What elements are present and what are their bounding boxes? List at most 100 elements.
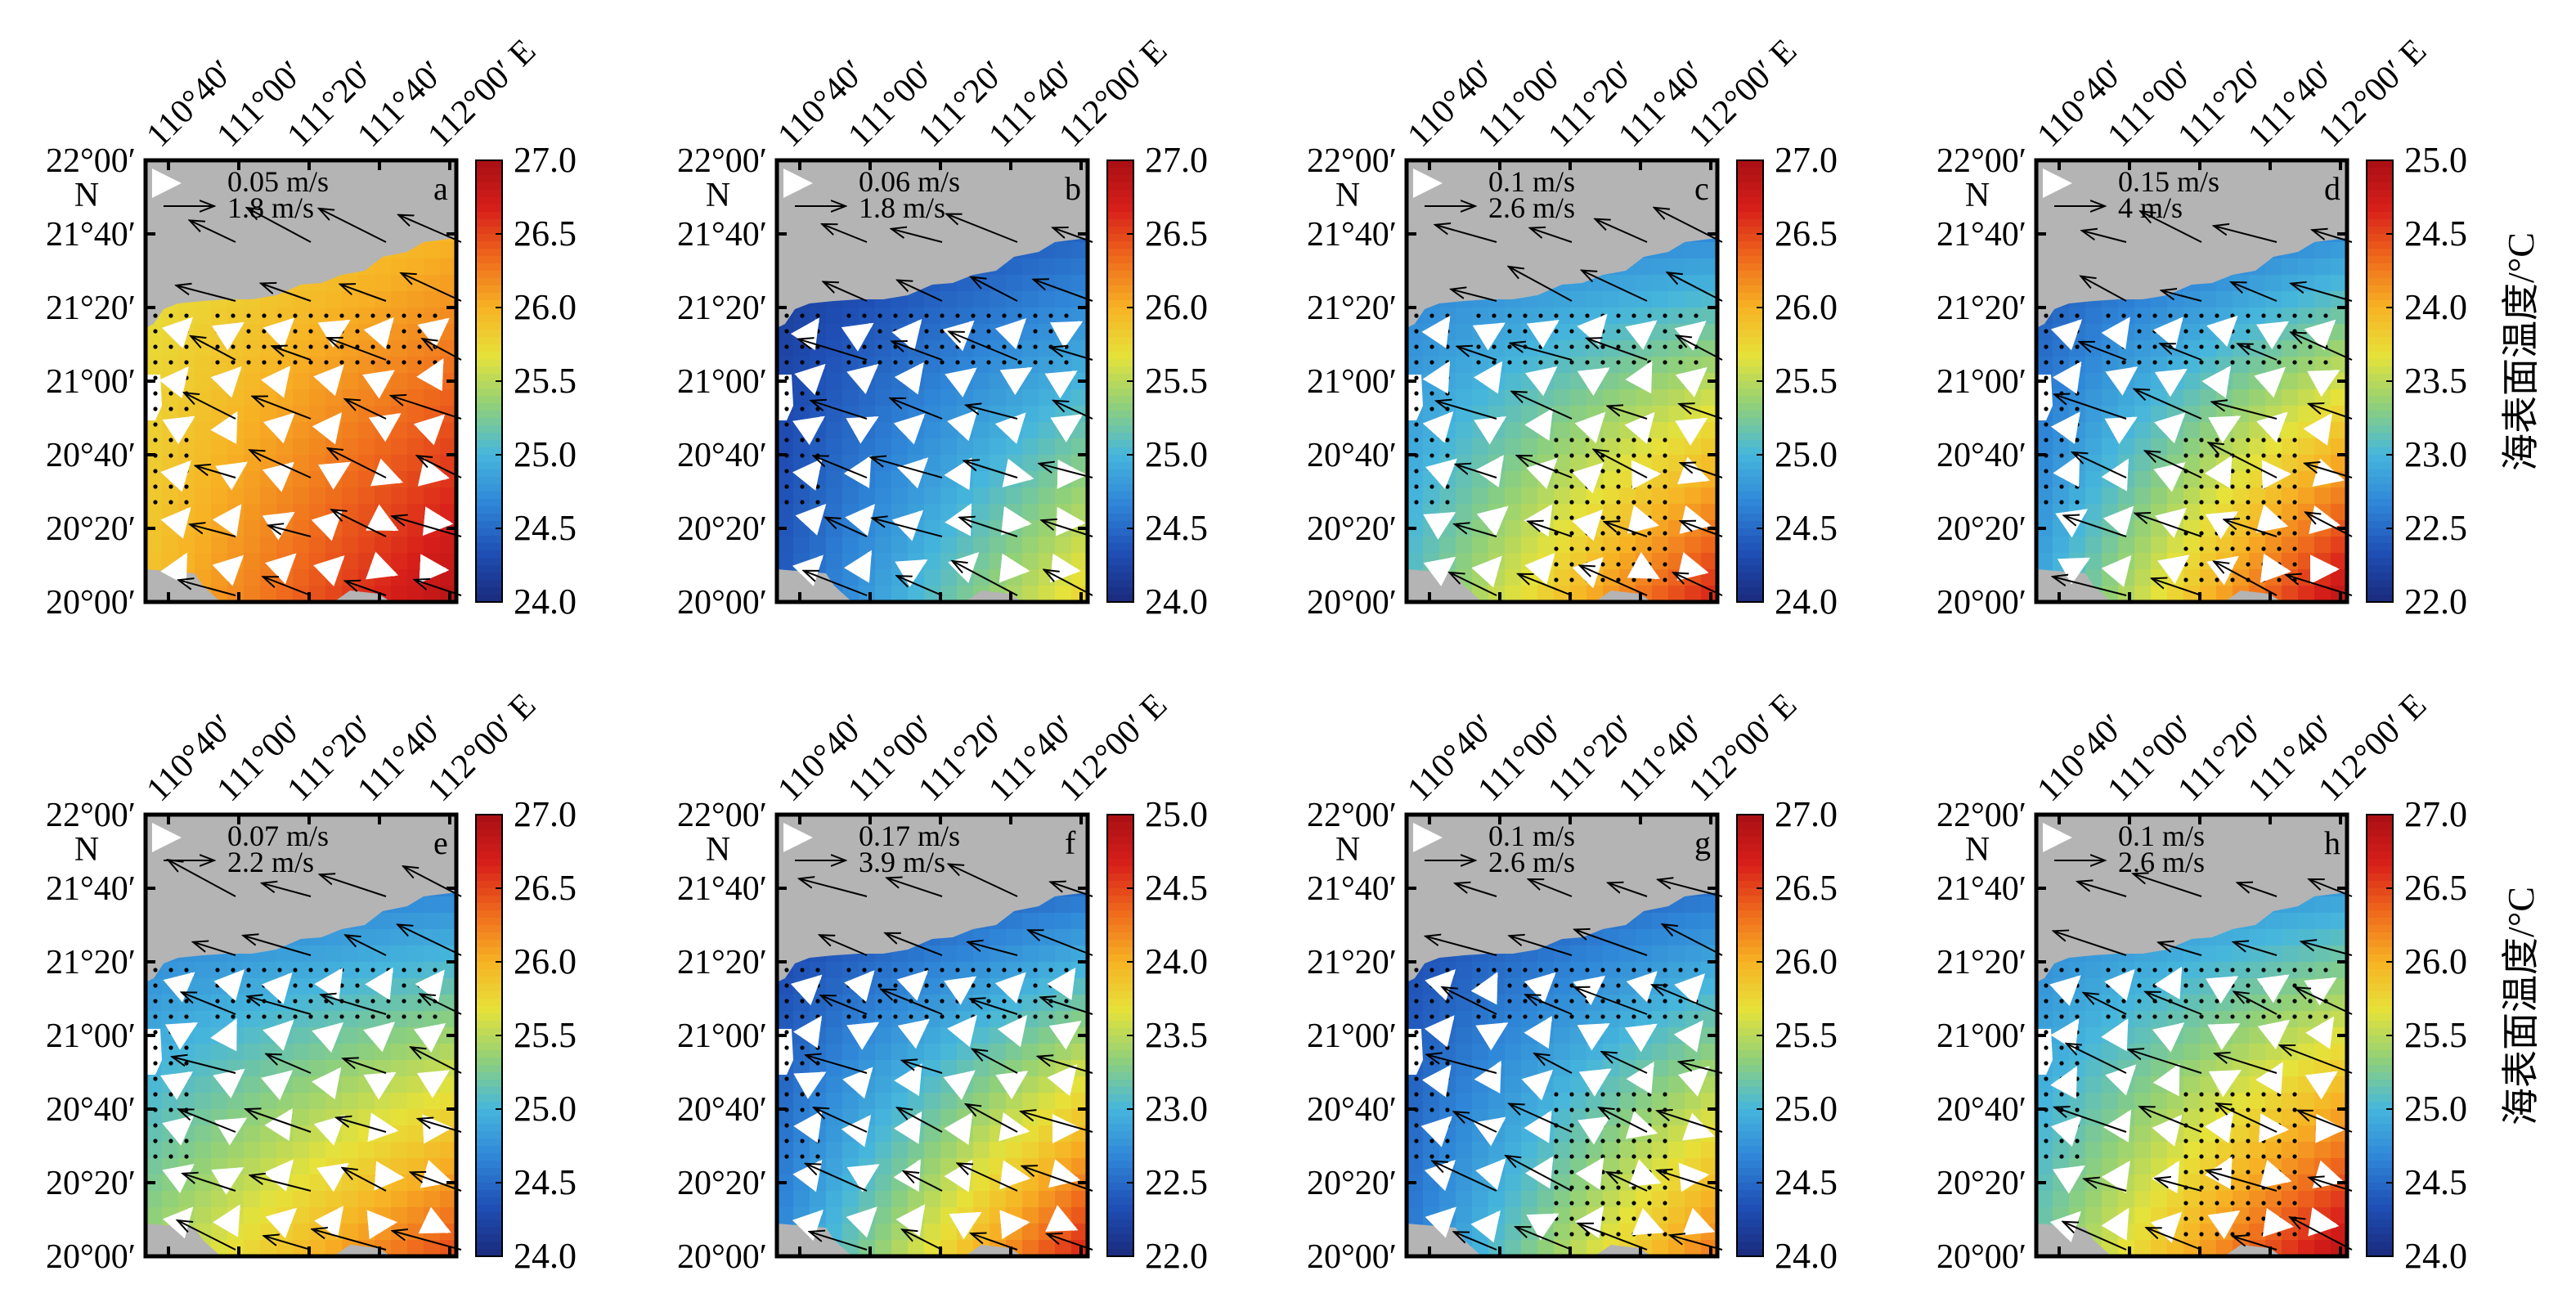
sst-cell [293,340,310,357]
sst-cell [276,438,294,456]
sst-cell [875,1207,892,1224]
sig-dot [1523,329,1528,334]
colorbar-step [476,182,502,191]
sig-dot [1631,438,1636,442]
sig-dot [1523,360,1528,365]
sst-cell [1472,373,1489,390]
sst-cell [1472,422,1489,439]
sst-cell [1505,553,1522,570]
sst-cell [891,553,909,570]
lat-label: 22°00′ [677,797,767,834]
colorbar-step [1107,440,1133,448]
sig-dot [2044,469,2049,474]
sst-cell [859,389,876,406]
sig-dot [784,329,789,334]
sst-cell [1505,471,1522,488]
sst-cell [276,291,294,308]
sst-cell [826,1093,843,1110]
colorbar-step [2367,455,2393,463]
sst-cell [260,1207,277,1224]
wind-arrow [393,516,462,537]
sst-cell [1055,896,1072,914]
sst-cell [2233,357,2250,374]
colorbar-step [476,932,502,941]
sst-cell [1423,537,1440,554]
colorbar-step [476,1183,502,1191]
sst-cell [842,1027,859,1044]
sig-dot [2106,360,2111,365]
sst-cell [1022,1224,1039,1241]
sig-dot [2183,313,2188,318]
sst-cell [1668,553,1685,570]
sst-cell [1039,406,1056,423]
sst-cell [1570,291,1587,308]
colorbar-step [1737,315,1763,323]
colorbar-step [476,1197,502,1206]
colorbar-step [476,234,502,242]
sst-cell [2036,455,2053,472]
sst-cell [2134,455,2152,472]
wind-arrow [966,406,1018,420]
sst-cell [990,569,1007,586]
sig-dot [168,329,173,334]
sig-dot [2075,469,2080,474]
sst-cell [195,537,212,554]
sig-dot [784,1154,789,1159]
sst-cell [1039,324,1056,341]
sig-dot [2044,375,2049,380]
sst-cell [826,553,843,570]
sst-cell [1039,1027,1056,1044]
sst-cell [1652,422,1669,439]
sst-cell [990,1027,1007,1044]
sig-dot [1585,329,1590,334]
sst-cell [342,422,359,439]
sst-cell [2102,487,2119,505]
sst-cell [244,455,261,472]
sst-cell [2167,389,2184,406]
sig-dot [2308,344,2313,349]
sst-cell [162,1207,179,1224]
sst-cell [2282,291,2299,308]
lat-label: 20°20′ [46,1165,136,1202]
sst-cell [1407,357,1424,374]
colorbar-step [476,1058,502,1066]
colorbar-step [1737,293,1763,301]
sst-cell [211,422,228,439]
sst-cell [260,553,277,570]
sst-cell [391,324,408,341]
sst-cell [2183,373,2201,390]
sst-cell [2167,569,2184,586]
colorbar-step [2367,411,2393,419]
sig-dot [1033,1014,1038,1019]
sig-dot [184,1139,189,1143]
sst-cell [826,357,843,374]
colorbar-step [2367,388,2393,397]
wind-arrow [415,580,462,596]
sst-cell [309,1011,326,1028]
sst-cell [244,520,261,537]
sig-dot [2044,422,2049,427]
sst-cell [957,308,974,325]
sig-dot [153,1154,158,1159]
sig-dot [386,983,391,988]
sig-dot [1647,438,1652,442]
colorbar-step [2367,499,2393,507]
sig-dot [2183,546,2188,551]
sst-cell [2265,389,2282,406]
sst-cell [1668,291,1685,308]
sst-cell [309,1109,326,1126]
sst-cell [1006,455,1023,472]
sst-cell [891,487,909,505]
sig-dot [1569,500,1574,505]
colorbar-label: 26.5 [514,868,577,908]
sst-cell [1636,258,1653,276]
panel-letter: c [1694,170,1709,207]
sig-dot [846,313,851,318]
sst-cell [195,1207,212,1224]
sst-cell [940,945,958,963]
sst-cell [2134,487,2152,505]
sig-dot [2215,484,2219,489]
sig-dot [940,344,945,349]
sig-dot [862,999,867,1004]
sst-cell [2249,275,2266,292]
